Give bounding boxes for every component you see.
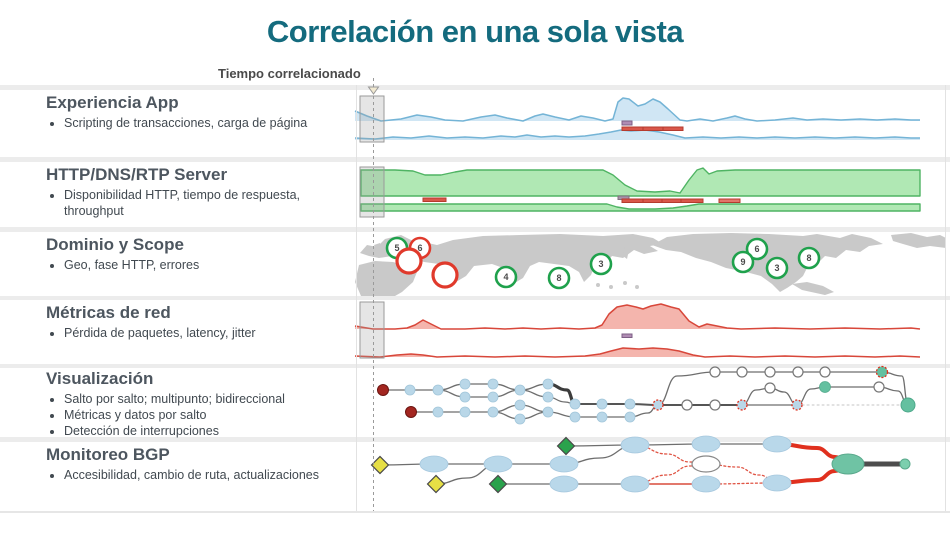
page-title: Correlación en una sola vista [266,14,684,49]
timeline-label: Tiempo correlacionado [218,66,361,81]
svg-text:6: 6 [417,243,422,253]
row-bullets: Scripting de transacciones, carga de pág… [46,115,348,131]
svg-text:3: 3 [598,259,603,269]
bullet: Scripting de transacciones, carga de pág… [64,115,348,131]
bullet: Geo, fase HTTP, errores [64,257,348,273]
row-text: Monitoreo BGP Accesibilidad, cambio de r… [46,445,348,483]
row-text: Métricas de red Pérdida de paquetes, lat… [46,303,348,341]
row-visualizacion: Visualización Salto por salto; multipunt… [0,365,950,439]
row-heading: Monitoreo BGP [46,445,170,464]
row-experiencia-app: Experiencia App Scripting de transaccion… [0,90,950,157]
row-divider [0,437,950,442]
svg-text:8: 8 [556,273,561,283]
row-bullets: Disponibilidad HTTP, tiempo de respuesta… [46,187,348,219]
bullet: Salto por salto; multipunto; bidireccion… [64,391,348,407]
svg-text:8: 8 [806,253,811,263]
network-metrics-sparkline-chart [354,301,921,359]
svg-text:6: 6 [754,244,759,254]
row-divider [0,511,950,513]
row-bullets: Pérdida de paquetes, latency, jitter [46,325,348,341]
row-text: HTTP/DNS/RTP Server Disponibilidad HTTP,… [46,165,348,219]
row-heading: Dominio y Scope [46,235,184,254]
row-metricas-de-red: Métricas de red Pérdida de paquetes, lat… [0,300,950,364]
svg-text:4: 4 [503,272,508,282]
row-heading: Visualización [46,369,154,388]
row-bullets: Salto por salto; multipunto; bidireccion… [46,391,348,439]
row-divider [0,85,950,90]
bullet: Accesibilidad, cambio de ruta, actualiza… [64,467,348,483]
row-monitoreo-bgp: Monitoreo BGP Accesibilidad, cambio de r… [0,435,950,511]
hop-by-hop-path-visualization [377,365,916,425]
row-text: Visualización Salto por salto; multipunt… [46,369,348,439]
row-heading: Métricas de red [46,303,171,322]
svg-text:3: 3 [774,263,779,273]
row-dominio-y-scope: Dominio y Scope Geo, fase HTTP, errores … [0,232,950,296]
row-divider [0,157,950,162]
svg-text:9: 9 [740,257,745,267]
bullet: Métricas y datos por salto [64,407,348,423]
row-text: Experiencia App Scripting de transaccion… [46,93,348,131]
row-divider [0,227,950,232]
row-heading: Experiencia App [46,93,179,112]
bullet: Detección de interrupciones [64,423,348,439]
row-heading: HTTP/DNS/RTP Server [46,165,228,184]
bgp-path-visualization [370,435,911,494]
row-bullets: Geo, fase HTTP, errores [46,257,348,273]
row-divider [0,364,950,368]
row-http-dns-rtp-server: HTTP/DNS/RTP Server Disponibilidad HTTP,… [0,162,950,227]
app-experience-sparkline-chart [354,95,920,143]
row-text: Dominio y Scope Geo, fase HTTP, errores [46,235,348,273]
bullet: Pérdida de paquetes, latency, jitter [64,325,348,341]
bullet: Disponibilidad HTTP, tiempo de respuesta… [64,187,348,219]
svg-text:5: 5 [394,243,399,253]
server-availability-band-chart [359,166,921,218]
row-divider [0,296,950,300]
row-bullets: Accesibilidad, cambio de ruta, actualiza… [46,467,348,483]
